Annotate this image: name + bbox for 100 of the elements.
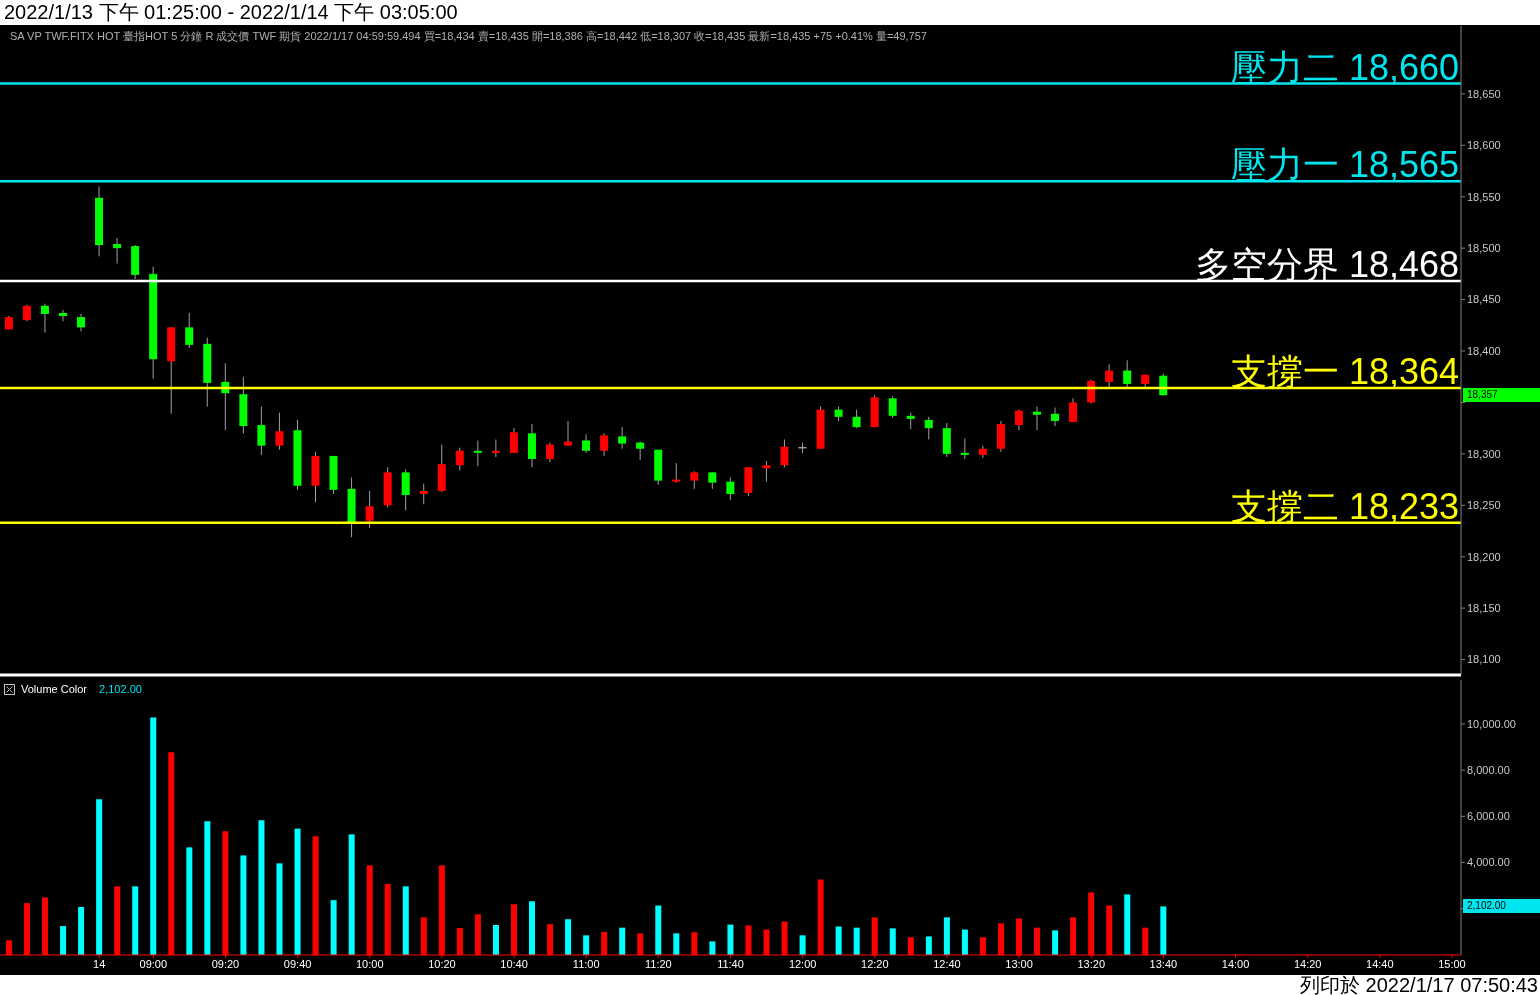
bar xyxy=(709,941,716,955)
candlestick xyxy=(401,468,410,511)
ref-line-label: 壓力一 18,565 xyxy=(1230,144,1459,186)
x-tick-label: 11:00 xyxy=(572,957,600,970)
bar xyxy=(799,935,806,955)
bar xyxy=(1160,906,1167,955)
candlestick xyxy=(419,483,428,505)
x-tick-label: 11:40 xyxy=(717,957,744,970)
y-tick-label: 18,200 xyxy=(1467,550,1501,563)
y-tick-label: 18,550 xyxy=(1467,190,1501,203)
candlestick xyxy=(1105,363,1114,388)
y-tick-label: 6,000.00 xyxy=(1467,810,1510,823)
bar xyxy=(673,933,680,955)
candlestick xyxy=(455,447,464,471)
candlestick xyxy=(509,427,518,454)
candlestick xyxy=(636,441,645,461)
text: 18,357 xyxy=(1463,388,1540,403)
x-tick-label: 13:00 xyxy=(1005,957,1033,970)
candlestick xyxy=(1032,406,1041,431)
candlestick xyxy=(600,432,609,457)
x-tick-label: 15:00 xyxy=(1438,957,1466,970)
candlestick xyxy=(1123,359,1132,388)
bar xyxy=(132,886,139,955)
text: Volume Color xyxy=(21,683,88,695)
y-tick-label: 18,100 xyxy=(1467,653,1501,666)
annotation: SA VP TWF.FITX HOT 臺指HOT 5 分鐘 R 成交價 TWF 期貨 2022/1/17 04:59:59.494 買=18,434 賣=18,435 開=18,386 高=18,442 低=18,307 收=18,435 最新=18,435 +75 +0.41% 量=49,757 xyxy=(10,29,927,44)
x-tick-label: 14:00 xyxy=(1221,957,1250,970)
x-tick-label: 10:00 xyxy=(355,957,384,970)
y-tick-label: 18,450 xyxy=(1467,293,1501,306)
candlestick xyxy=(365,490,374,529)
x-tick-label: 13:40 xyxy=(1149,957,1178,970)
x-tick-label: 14 xyxy=(93,957,106,970)
y-tick-label: 10,000.00 xyxy=(1467,717,1516,730)
candlestick xyxy=(672,462,681,484)
bar xyxy=(1124,894,1131,955)
bar xyxy=(96,799,103,955)
candlestick xyxy=(978,445,987,459)
bar xyxy=(150,717,157,955)
y-tick-label: 18,650 xyxy=(1467,87,1501,100)
x-tick-label: 10:20 xyxy=(428,957,456,970)
candlestick xyxy=(780,438,789,468)
x-tick-label: 14:40 xyxy=(1366,957,1394,970)
y-tick-label: 18,500 xyxy=(1467,242,1501,255)
bar xyxy=(565,919,572,955)
chart-title: 2022/1/13 下午 01:25:00 - 2022/1/14 下午 03:05:00 xyxy=(4,0,458,25)
bar xyxy=(204,821,211,955)
ref-line-label: 多空分界 18,468 xyxy=(1194,244,1459,286)
bar xyxy=(348,834,355,955)
bar xyxy=(78,907,85,955)
candlestick xyxy=(618,426,627,450)
candlestick xyxy=(40,303,49,333)
candlestick xyxy=(924,416,933,440)
bar xyxy=(330,900,337,955)
y-tick-label: 18,250 xyxy=(1467,499,1501,512)
x-tick-label: 10:40 xyxy=(500,957,528,970)
bar xyxy=(186,847,193,955)
y-tick-label: 18,600 xyxy=(1467,139,1501,152)
bar xyxy=(402,886,409,955)
annotation: 2,102.00 xyxy=(99,683,142,695)
candlestick xyxy=(852,409,861,429)
x-tick-label: 09:40 xyxy=(283,957,312,970)
candlestick xyxy=(762,460,771,483)
candlestick xyxy=(257,406,266,456)
y-tick-label: 18,150 xyxy=(1467,602,1501,615)
candlestick xyxy=(582,433,591,454)
x-tick-label: 12:20 xyxy=(861,957,889,970)
candlestick xyxy=(58,309,67,322)
y-tick-label: 4,000.00 xyxy=(1467,856,1510,869)
x-tick-label: 11:20 xyxy=(644,957,672,970)
candlestick xyxy=(473,440,482,467)
candlestick xyxy=(564,420,573,447)
candlestick xyxy=(960,437,969,460)
bar xyxy=(835,926,842,955)
bar xyxy=(727,924,734,955)
y-tick-label: 18,400 xyxy=(1467,344,1501,357)
bar xyxy=(529,901,536,955)
x-tick-label: 12:00 xyxy=(788,957,817,970)
y-tick-label: 18,300 xyxy=(1467,447,1501,460)
x-tick-label: 13:20 xyxy=(1077,957,1106,970)
candlestick xyxy=(1069,397,1078,423)
ref-line-label: 支撐一 18,364 xyxy=(1230,351,1459,393)
x-tick-label: 14:20 xyxy=(1293,957,1322,970)
bar xyxy=(853,927,860,955)
text: 列印於 2022/1/17 07:50:43 xyxy=(1300,974,1538,995)
candlestick xyxy=(545,442,554,463)
candlestick xyxy=(888,395,897,419)
bar xyxy=(240,855,247,955)
candlestick xyxy=(275,412,284,451)
ref-line-label: 支撐二 18,233 xyxy=(1230,485,1459,527)
x-tick-label: 09:00 xyxy=(139,957,168,970)
text: 2,102.00 xyxy=(1463,899,1540,914)
bar xyxy=(258,820,265,955)
bar xyxy=(294,828,301,955)
candlestick xyxy=(113,237,122,265)
bar xyxy=(1052,930,1059,955)
bar xyxy=(925,936,932,955)
bar xyxy=(889,928,896,955)
x-tick-label: 12:40 xyxy=(933,957,961,970)
bar xyxy=(943,917,950,955)
y-tick-label: 8,000.00 xyxy=(1467,764,1510,777)
